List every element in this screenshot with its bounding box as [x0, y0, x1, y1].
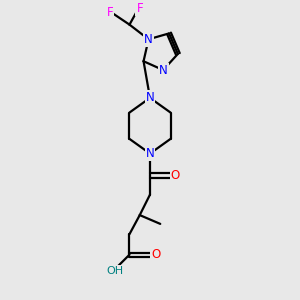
Text: N: N — [146, 92, 154, 104]
Text: O: O — [171, 169, 180, 182]
Text: N: N — [144, 33, 153, 46]
Text: O: O — [151, 248, 160, 261]
Text: OH: OH — [106, 266, 123, 276]
Text: N: N — [146, 147, 154, 160]
Text: F: F — [136, 2, 143, 15]
Text: N: N — [159, 64, 168, 76]
Text: F: F — [106, 6, 113, 19]
